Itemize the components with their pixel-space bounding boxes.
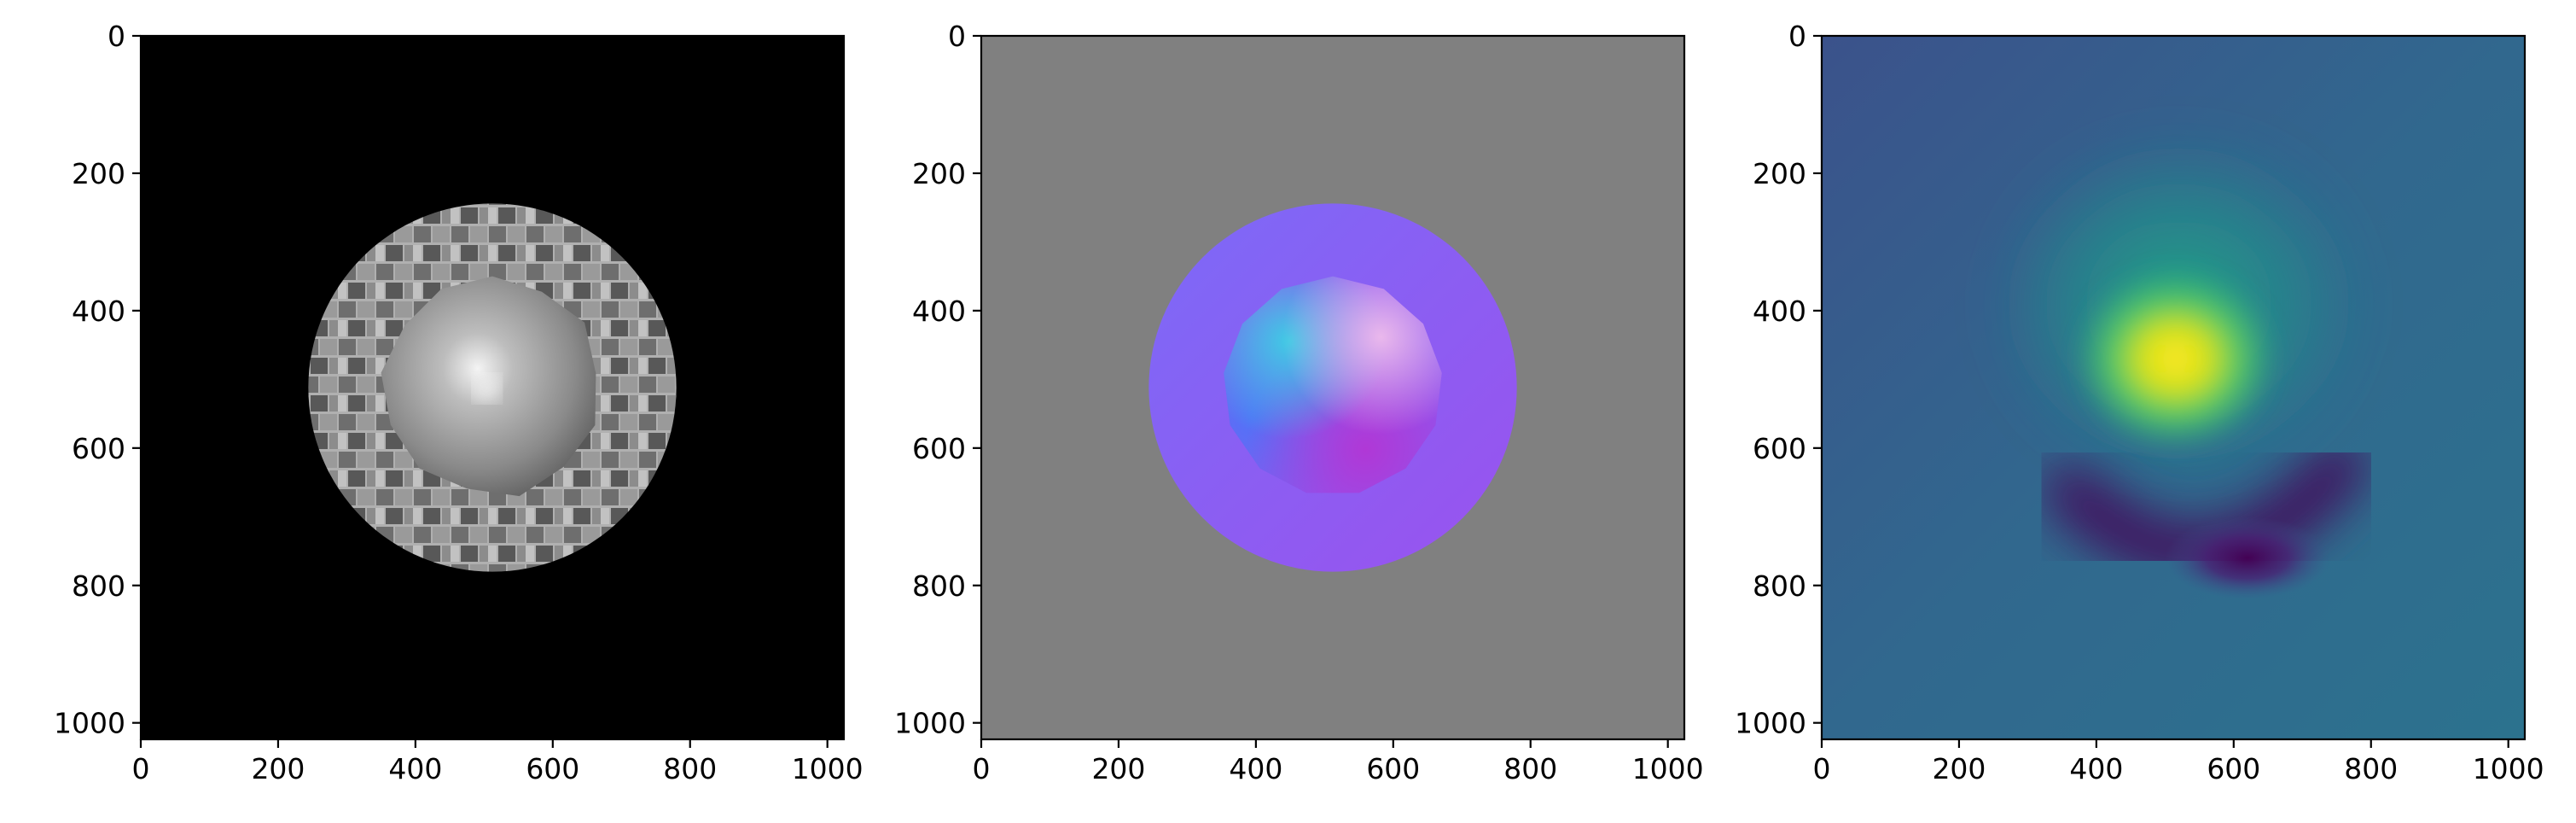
x-tick-label: 1000 <box>1632 752 1704 785</box>
y-tick-label: 800 <box>1753 569 1806 603</box>
y-tick-label: 1000 <box>54 707 125 740</box>
normal-dome <box>1224 276 1442 493</box>
axes-frame <box>1820 34 2527 741</box>
x-tick-label: 600 <box>526 752 579 785</box>
y-tick-label: 0 <box>108 20 125 53</box>
image-panel-2 <box>981 36 1684 739</box>
y-tick-label: 200 <box>1753 157 1806 190</box>
x-tick-label: 800 <box>663 752 717 785</box>
y-tick-label: 600 <box>72 432 125 465</box>
trough-core <box>2165 517 2330 599</box>
y-tick-label: 400 <box>1753 295 1806 328</box>
y-tick-label: 400 <box>72 295 125 328</box>
x-tick-label: 1000 <box>792 752 864 785</box>
x-tick-label: 800 <box>1503 752 1557 785</box>
image-panel-1 <box>141 36 844 739</box>
y-tick-label: 200 <box>912 157 966 190</box>
y-tick-label: 0 <box>948 20 966 53</box>
y-tick-label: 800 <box>912 569 966 603</box>
x-tick-label: 800 <box>2344 752 2398 785</box>
x-tick-label: 1000 <box>2473 752 2544 785</box>
x-tick-label: 400 <box>1229 752 1282 785</box>
y-tick-label: 200 <box>72 157 125 190</box>
x-tick-label: 400 <box>2069 752 2123 785</box>
x-tick-label: 600 <box>1366 752 1420 785</box>
y-tick-label: 600 <box>1753 432 1806 465</box>
x-tick-label: 200 <box>1091 752 1145 785</box>
x-tick-label: 0 <box>132 752 150 785</box>
y-tick-label: 400 <box>912 295 966 328</box>
y-tick-label: 1000 <box>894 707 966 740</box>
x-tick-label: 600 <box>2207 752 2260 785</box>
x-tick-label: 0 <box>973 752 991 785</box>
x-tick-label: 200 <box>1932 752 1986 785</box>
y-tick-label: 600 <box>912 432 966 465</box>
y-tick-label: 1000 <box>1735 707 1806 740</box>
dome-highlight <box>474 375 501 402</box>
x-tick-label: 200 <box>251 752 305 785</box>
y-tick-label: 800 <box>72 569 125 603</box>
axes-frame <box>139 34 846 741</box>
field-peak <box>2072 266 2279 452</box>
x-tick-label: 400 <box>388 752 442 785</box>
y-tick-label: 0 <box>1788 20 1806 53</box>
x-tick-label: 0 <box>1813 752 1831 785</box>
axes-frame <box>980 34 1686 741</box>
image-panel-3 <box>1822 36 2525 739</box>
